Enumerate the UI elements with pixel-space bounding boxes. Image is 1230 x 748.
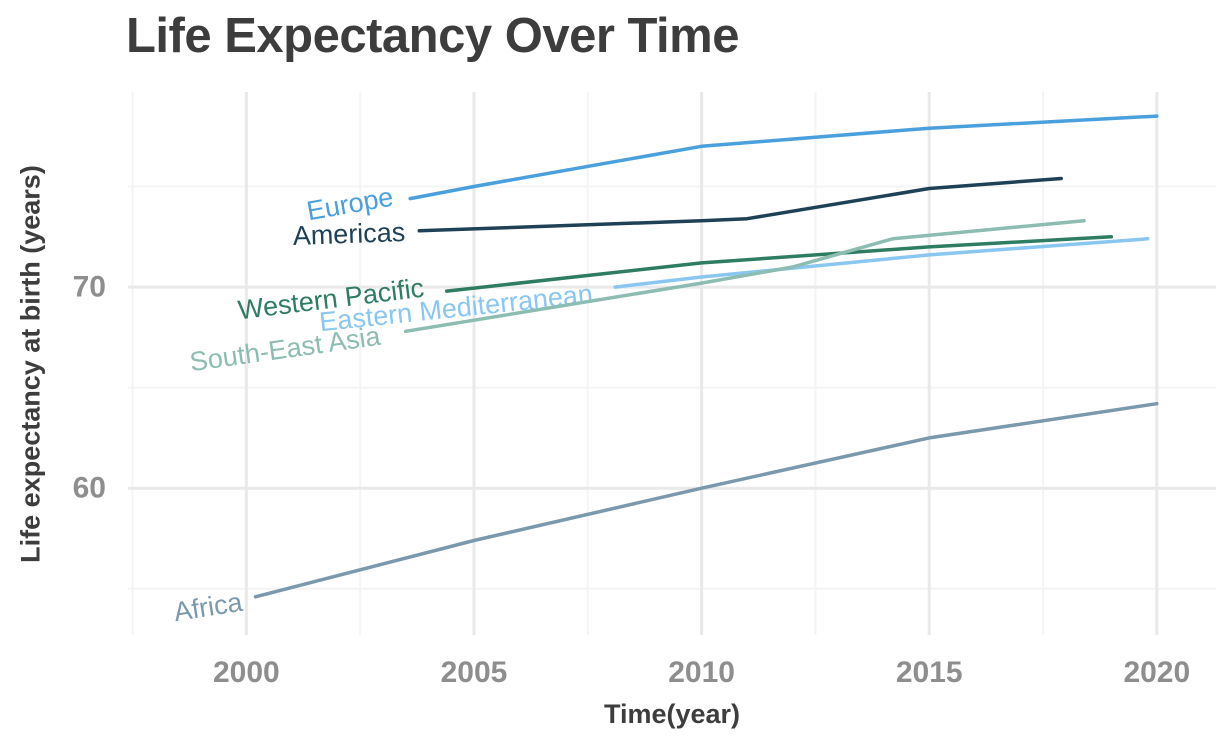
x-tick-label: 2010 xyxy=(668,656,735,689)
series-label-africa: Africa xyxy=(172,587,246,628)
y-tick-label: 70 xyxy=(73,271,106,304)
series-label-americas: Americas xyxy=(292,217,406,251)
y-axis-title: Life expectancy at birth (years) xyxy=(15,165,46,563)
line-europe xyxy=(408,114,1159,201)
y-tick-label: 60 xyxy=(73,472,106,505)
line-eastern-mediterranean xyxy=(613,237,1150,289)
line-south-east-asia xyxy=(403,218,1086,334)
x-tick-label: 2000 xyxy=(213,656,280,689)
chart-title: Life Expectancy Over Time xyxy=(126,9,740,63)
x-tick-label: 2005 xyxy=(441,656,508,689)
line-africa xyxy=(253,401,1159,599)
series-label-south-east-asia: South-East Asia xyxy=(188,321,383,378)
x-tick-label: 2020 xyxy=(1123,656,1190,689)
line-americas xyxy=(417,176,1063,233)
x-tick-label: 2015 xyxy=(896,656,963,689)
x-axis-title: Time(year) xyxy=(603,699,741,729)
line-western-pacific xyxy=(444,235,1114,293)
